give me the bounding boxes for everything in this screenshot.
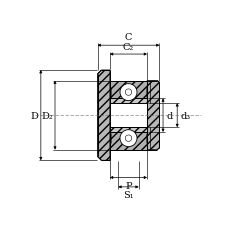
Polygon shape: [109, 104, 147, 128]
Polygon shape: [109, 99, 147, 104]
Polygon shape: [109, 81, 147, 99]
Text: C: C: [124, 33, 132, 42]
Text: D: D: [31, 111, 38, 120]
Text: S₁: S₁: [123, 190, 133, 199]
Text: B₁: B₁: [124, 103, 135, 112]
Polygon shape: [97, 71, 159, 161]
Text: d₃: d₃: [179, 111, 189, 120]
Polygon shape: [97, 71, 109, 161]
Text: d: d: [166, 111, 172, 120]
Circle shape: [120, 84, 136, 101]
Polygon shape: [109, 128, 147, 132]
Polygon shape: [109, 132, 147, 150]
Circle shape: [120, 130, 136, 147]
Text: C₂: C₂: [123, 43, 134, 52]
Text: D₂: D₂: [41, 111, 53, 120]
Text: P: P: [125, 181, 131, 190]
Polygon shape: [147, 81, 159, 150]
